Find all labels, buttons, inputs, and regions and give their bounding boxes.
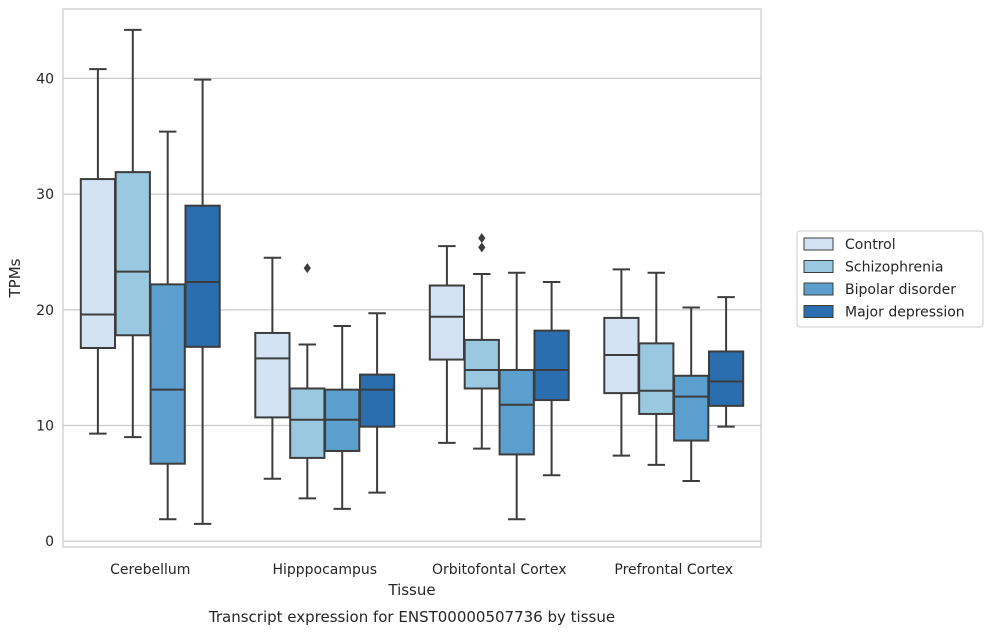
y-tick-label: 0 <box>45 534 54 550</box>
iqr-box <box>184 204 221 348</box>
iqr-box <box>673 374 710 442</box>
x-tick-label: Orbitofontal Cortex <box>432 562 567 578</box>
chart-caption: Transcript expression for ENST0000050773… <box>208 608 615 626</box>
box-2-2 <box>498 271 535 521</box>
box-0-0 <box>79 68 117 435</box>
legend-label: Bipolar disorder <box>845 282 956 298</box>
x-axis-ticks: Cerebellum Hipppocampus Orbitofontal Corte… <box>110 562 733 578</box>
legend: Control Schizophrenia Bipolar disorder Majo… <box>796 230 984 328</box>
box-2-3 <box>533 281 570 477</box>
box-2-0 <box>428 245 466 444</box>
outlier-point <box>303 263 311 274</box>
plot-area-frame <box>62 8 762 548</box>
box-3-1 <box>638 271 675 466</box>
legend-swatch <box>803 282 834 296</box>
legend-swatch <box>803 237 834 251</box>
y-axis-ticks: 0 10 20 30 40 <box>36 71 54 550</box>
y-tick-label: 40 <box>36 71 54 87</box>
iqr-box <box>358 373 396 428</box>
x-axis-label: Tissue <box>387 581 435 599</box>
x-tick-label: Hipppocampus <box>272 562 377 578</box>
iqr-box <box>254 331 291 419</box>
y-tick-label: 30 <box>36 187 54 203</box>
box-groups <box>79 28 745 525</box>
box-0-2 <box>149 130 186 521</box>
iqr-box <box>114 171 151 337</box>
x-tick-label: Cerebellum <box>110 562 190 578</box>
legend-swatch <box>803 305 834 318</box>
box-0-3 <box>184 78 221 525</box>
iqr-box <box>498 368 535 456</box>
y-tick-label: 10 <box>36 419 54 435</box>
iqr-box <box>463 338 500 390</box>
iqr-box <box>428 284 466 361</box>
box-0-1 <box>114 28 151 439</box>
iqr-box <box>707 350 745 407</box>
box-2-1 <box>463 233 500 450</box>
iqr-box <box>79 178 117 349</box>
box-1-0 <box>254 256 291 480</box>
y-tick-label: 20 <box>36 303 54 319</box>
box-3-3 <box>707 296 745 428</box>
box-1-2 <box>324 325 361 510</box>
iqr-box <box>638 342 675 415</box>
box-3-0 <box>603 268 640 457</box>
box-3-2 <box>673 306 710 483</box>
box-1-3 <box>358 312 396 494</box>
iqr-box <box>533 329 570 402</box>
legend-frame <box>796 230 984 328</box>
iqr-box <box>289 387 326 459</box>
outlier-point <box>478 233 486 244</box>
legend-swatch <box>803 260 834 273</box>
x-tick-label: Prefrontal Cortex <box>614 562 733 578</box>
box-1-1 <box>289 263 326 500</box>
legend-label: Major depression <box>845 305 965 321</box>
legend-label: Control <box>845 237 896 253</box>
y-axis-label: TPMs <box>6 258 24 298</box>
iqr-box <box>149 283 186 465</box>
legend-label: Schizophrenia <box>845 260 943 276</box>
outlier-point <box>478 242 486 253</box>
